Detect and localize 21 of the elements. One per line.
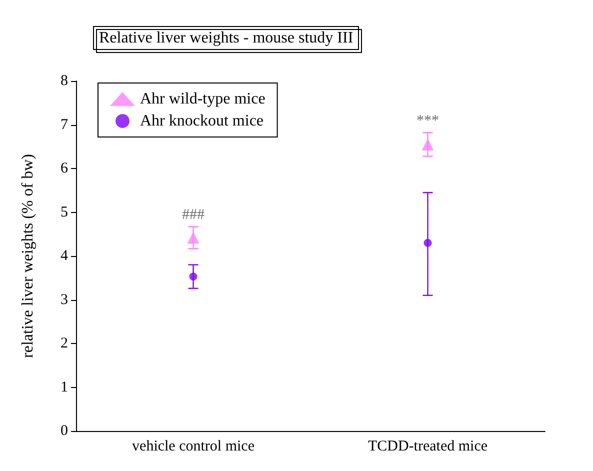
y-tick-label: 1 bbox=[60, 379, 68, 396]
point bbox=[187, 232, 200, 244]
y-tick-label: 7 bbox=[60, 116, 68, 133]
point bbox=[422, 138, 434, 150]
y-tick-label: 5 bbox=[60, 204, 68, 220]
point bbox=[424, 238, 432, 247]
point bbox=[189, 272, 198, 281]
annotation: *** bbox=[416, 113, 439, 130]
legend-label: Ahr wild-type mice bbox=[140, 90, 266, 108]
y-tick-label: 2 bbox=[60, 336, 68, 352]
x-tick-label: TCDD-treated mice bbox=[368, 438, 488, 454]
legend-label: Ahr knockout mice bbox=[140, 112, 264, 130]
y-axis-title: relative liver weights (% of bw) bbox=[20, 154, 36, 358]
y-tick-label: 8 bbox=[60, 73, 68, 89]
y-tick-label: 4 bbox=[60, 248, 68, 264]
x-tick-label: vehicle control mice bbox=[132, 438, 255, 454]
y-tick-label: 6 bbox=[60, 160, 68, 176]
annotation: ### bbox=[182, 207, 205, 224]
chart-title: Relative liver weights - mouse study III bbox=[99, 30, 354, 46]
y-tick-label: 0 bbox=[60, 423, 68, 439]
y-tick-label: 3 bbox=[60, 292, 68, 308]
